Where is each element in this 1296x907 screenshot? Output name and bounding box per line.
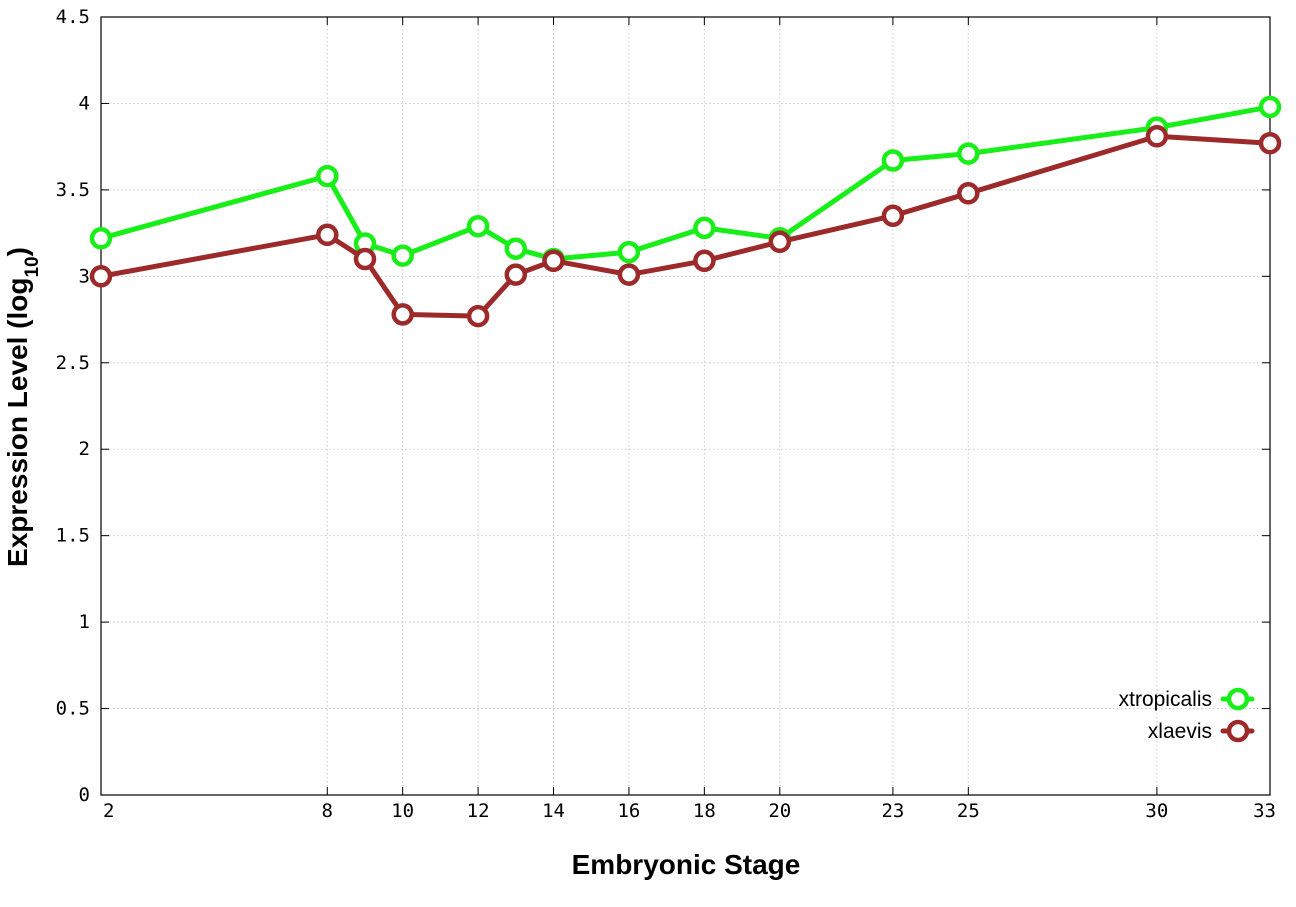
y-tick-label: 4.5 (56, 6, 90, 28)
data-point-xtropicalis (391, 244, 414, 267)
x-tick-label: 33 (1253, 800, 1276, 822)
y-tick-label: 2.5 (56, 352, 90, 374)
data-point-xlaevis (391, 303, 414, 326)
y-tick-label: 0 (79, 784, 90, 806)
data-point-xtropicalis (617, 240, 641, 264)
data-point-xlaevis (466, 304, 490, 328)
y-axis-title-close: ) (2, 247, 33, 256)
x-axis-title: Embryonic Stage (572, 849, 801, 880)
series-line-xtropicalis (98, 104, 1273, 262)
data-point-xlaevis (693, 249, 716, 273)
y-axis-title-subscript: 10 (22, 256, 43, 277)
y-tick-label: 1 (79, 611, 90, 633)
axis-ticks: 0 0.5 1 1.5 2 2.5 3 3.5 4 4.5 2 8 10 12 14 16 18 20 23 25 30… (56, 6, 1276, 822)
x-tick-label: 18 (693, 800, 716, 822)
legend-marker-swatch (1226, 687, 1250, 711)
x-tick-label: 2 (103, 800, 114, 822)
x-tick-label: 20 (768, 800, 791, 822)
x-tick-label: 16 (617, 800, 640, 822)
legend-marker-swatch (1226, 719, 1250, 743)
data-point-xtropicalis (881, 149, 905, 172)
x-tick-label: 23 (881, 800, 904, 822)
y-tick-label: 1.5 (56, 525, 90, 547)
data-point-xlaevis (768, 230, 792, 254)
data-point-xtropicalis (693, 216, 716, 240)
y-axis-title-main: Expression Level (log (2, 278, 33, 567)
data-point-xlaevis (1145, 125, 1169, 148)
data-point-xtropicalis (1258, 95, 1282, 119)
x-tick-label: 14 (542, 800, 565, 822)
data-point-xlaevis (353, 247, 377, 271)
series-group (89, 95, 1282, 328)
y-tick-label: 3.5 (56, 179, 90, 201)
data-point-xtropicalis (89, 227, 113, 250)
series-xlaevis (89, 125, 1282, 328)
data-point-xtropicalis (316, 164, 339, 188)
x-tick-label: 8 (322, 800, 333, 822)
series-line-xlaevis (98, 133, 1273, 319)
data-point-xtropicalis (957, 142, 980, 165)
data-point-xlaevis (504, 263, 528, 286)
series-xtropicalis (89, 95, 1282, 271)
y-tick-label: 3 (79, 265, 90, 287)
y-tick-label: 4 (79, 92, 90, 114)
data-point-xlaevis (617, 263, 641, 286)
y-tick-label: 0.5 (56, 698, 90, 720)
data-point-xlaevis (316, 223, 339, 247)
x-tick-label: 30 (1145, 800, 1168, 822)
legend-item-xtropicalis: xtropicalis (1119, 687, 1255, 711)
data-point-xlaevis (89, 265, 113, 288)
y-tick-label: 2 (79, 438, 90, 460)
y-axis-title: Expression Level (log10) (2, 247, 43, 567)
legend: xtropicalis xlaevis (1119, 687, 1255, 743)
legend-label: xlaevis (1148, 720, 1212, 743)
plot-frame (100, 16, 1271, 796)
data-point-xlaevis (957, 182, 980, 205)
legend-label: xtropicalis (1119, 688, 1212, 711)
x-tick-label: 10 (391, 800, 414, 822)
legend-item-xlaevis: xlaevis (1148, 719, 1255, 743)
data-point-xlaevis (542, 249, 565, 273)
grid (101, 17, 1270, 795)
x-tick-label: 25 (957, 800, 980, 822)
data-point-xtropicalis (504, 237, 528, 260)
data-point-xtropicalis (466, 214, 490, 238)
data-point-xlaevis (881, 204, 905, 228)
x-tick-label: 12 (467, 800, 490, 822)
data-point-xlaevis (1258, 131, 1282, 155)
